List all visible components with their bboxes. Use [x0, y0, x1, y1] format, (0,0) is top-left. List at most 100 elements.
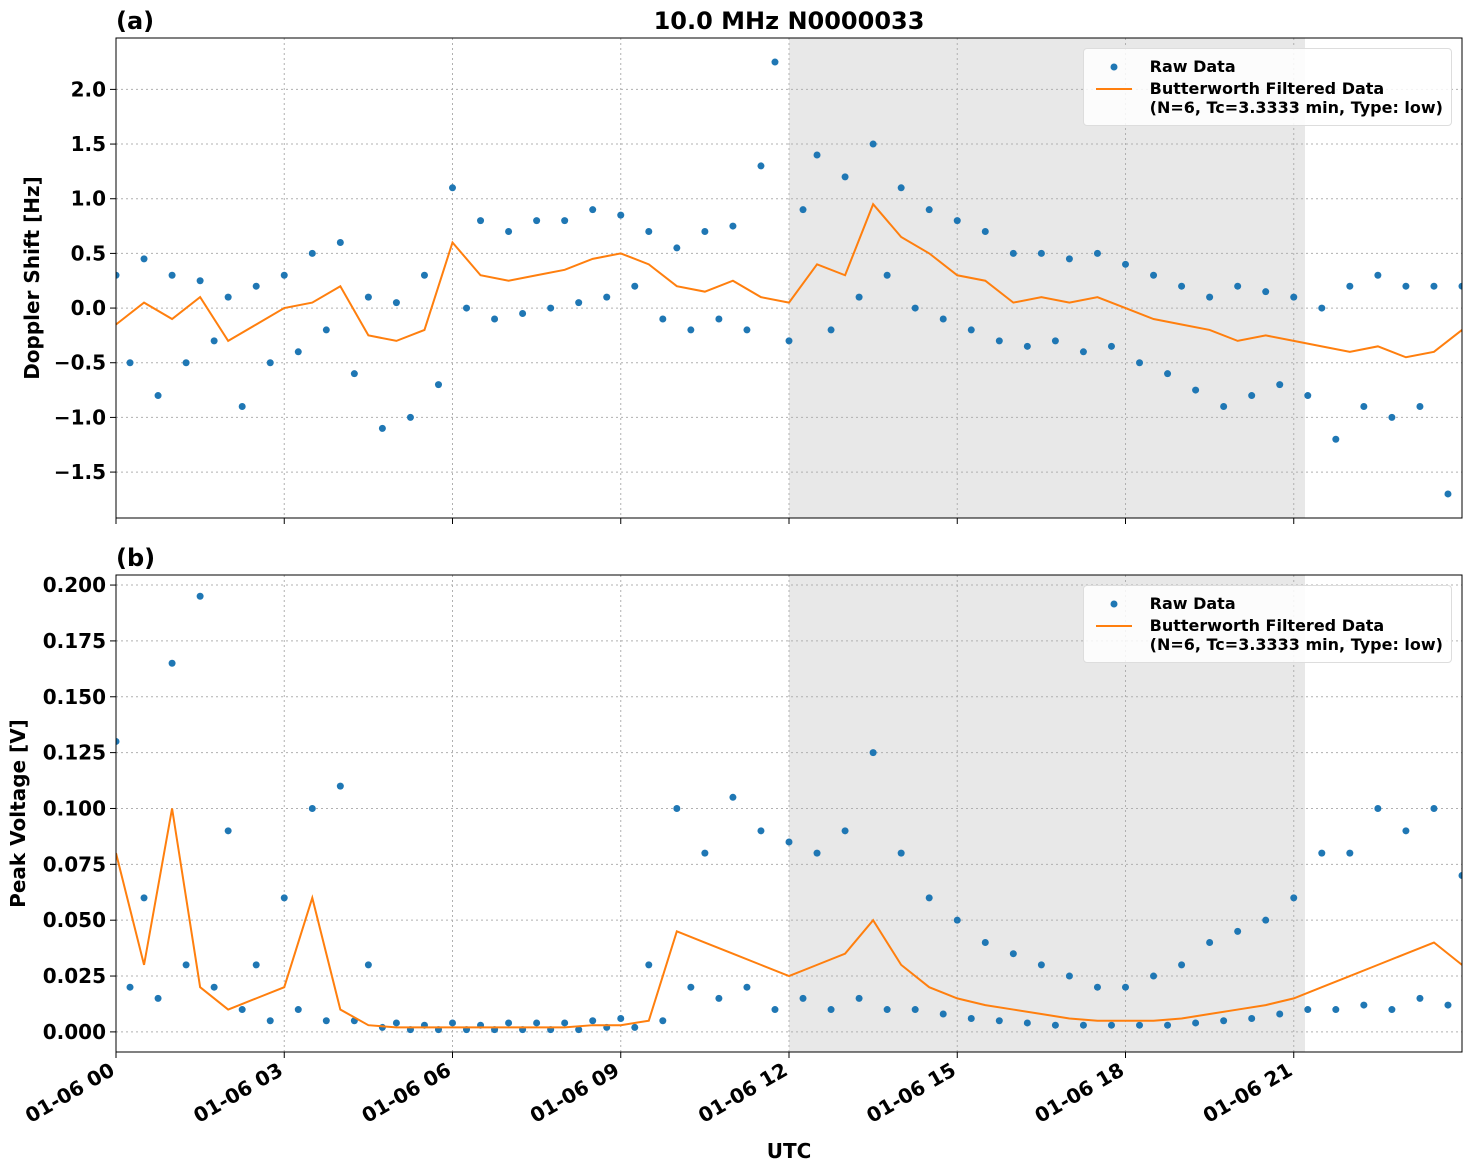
y-tick-label: 0.100 — [43, 796, 106, 820]
data-point — [673, 804, 681, 812]
data-point — [827, 1006, 835, 1014]
data-point — [1346, 849, 1354, 857]
data-point — [1458, 871, 1462, 879]
data-point — [897, 849, 905, 857]
data-line — [116, 808, 1462, 1029]
data-point — [953, 916, 961, 924]
legend-marker — [1110, 600, 1118, 608]
data-point — [196, 592, 204, 600]
legend-key — [1092, 57, 1136, 77]
data-point — [1079, 348, 1087, 356]
data-point — [1206, 939, 1214, 947]
data-point — [1374, 271, 1382, 279]
legend-key — [1092, 79, 1136, 99]
chart-title: 10.0 MHz N0000033 — [654, 7, 925, 35]
data-point — [1234, 927, 1242, 935]
data-point — [364, 293, 372, 301]
data-point — [729, 222, 737, 230]
data-point — [995, 1017, 1003, 1025]
data-point — [505, 228, 513, 236]
data-point — [1332, 1006, 1340, 1014]
data-point — [743, 983, 751, 991]
data-point — [280, 271, 288, 279]
legend-label: Butterworth Filtered Data (N=6, Tc=3.333… — [1149, 616, 1443, 654]
data-point — [1402, 282, 1410, 290]
y-tick-label: 0.125 — [43, 741, 106, 765]
y-tick-label: 1.5 — [71, 132, 106, 156]
data-point — [841, 827, 849, 835]
data-point — [995, 337, 1003, 345]
data-point — [196, 277, 204, 285]
legend-marker — [1110, 63, 1118, 71]
data-point — [799, 994, 807, 1002]
data-point — [308, 804, 316, 812]
data-point — [631, 1023, 639, 1031]
y-tick-label: 0.000 — [43, 1020, 106, 1044]
data-point — [813, 151, 821, 159]
data-point — [743, 326, 751, 334]
data-point — [266, 1017, 274, 1025]
data-point — [1290, 894, 1298, 902]
y-tick-label: 0.175 — [43, 629, 106, 653]
data-point — [1262, 916, 1270, 924]
legend-entry: Butterworth Filtered Data (N=6, Tc=3.333… — [1092, 616, 1443, 654]
data-point — [182, 359, 190, 367]
data-point — [1037, 249, 1045, 257]
data-point — [1164, 1021, 1172, 1029]
legend-label: Butterworth Filtered Data (N=6, Tc=3.333… — [1149, 79, 1443, 117]
data-point — [322, 326, 330, 334]
x-tick-label: 01-06 12 — [694, 1058, 792, 1128]
data-point — [1346, 282, 1354, 290]
data-point — [617, 211, 625, 219]
data-point — [533, 1019, 541, 1027]
data-point — [855, 293, 863, 301]
data-point — [687, 326, 695, 334]
data-point — [1444, 1001, 1452, 1009]
legend-entry: Raw Data — [1092, 57, 1443, 77]
data-point — [1430, 282, 1438, 290]
x-tick-label: 01-06 09 — [526, 1058, 624, 1128]
x-tick-label: 01-06 15 — [862, 1058, 960, 1128]
data-point — [547, 304, 555, 312]
data-point — [939, 315, 947, 323]
data-point — [1051, 337, 1059, 345]
data-point — [603, 293, 611, 301]
data-point — [294, 1006, 302, 1014]
data-point — [953, 217, 961, 225]
data-point — [182, 961, 190, 969]
data-line — [116, 202, 1462, 359]
y-tick-label: 0.5 — [71, 241, 106, 265]
data-point — [1220, 1017, 1228, 1025]
data-point — [1234, 282, 1242, 290]
y-tick-label: 0.075 — [43, 852, 106, 876]
legend-marker — [1095, 88, 1132, 90]
data-point — [715, 315, 723, 323]
data-point — [659, 315, 667, 323]
data-point — [1318, 849, 1326, 857]
data-point — [1122, 260, 1129, 268]
y-tick-label: 1.0 — [71, 187, 106, 211]
data-point — [252, 282, 260, 290]
data-point — [1276, 1010, 1284, 1018]
data-point — [1079, 1021, 1087, 1029]
data-point — [238, 1006, 246, 1014]
data-point — [575, 1026, 583, 1034]
y-tick-label: 0.0 — [71, 296, 106, 320]
data-point — [140, 894, 148, 902]
data-point — [1458, 282, 1462, 290]
data-point — [827, 326, 835, 334]
data-point — [210, 983, 218, 991]
data-point — [1332, 435, 1340, 443]
data-point — [1444, 490, 1452, 498]
data-point — [659, 1017, 667, 1025]
data-point — [925, 206, 933, 214]
data-point — [238, 402, 246, 410]
data-point — [981, 228, 989, 236]
plot-area — [116, 58, 1462, 498]
data-point — [154, 994, 162, 1002]
data-point — [701, 849, 709, 857]
data-point — [617, 1014, 625, 1022]
data-point — [1192, 386, 1200, 394]
data-point — [925, 894, 933, 902]
data-point — [364, 961, 372, 969]
